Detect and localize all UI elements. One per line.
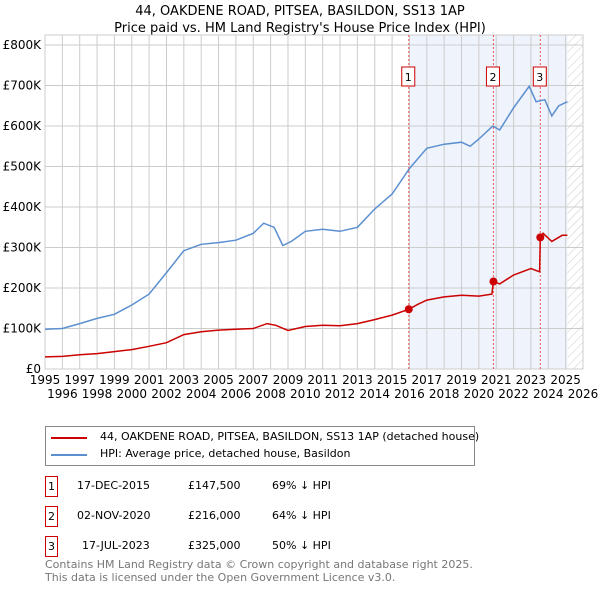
sale-hpi: 64% ↓ HPI xyxy=(272,509,331,522)
y-tick-label: £100K xyxy=(3,322,43,336)
legend-swatch-red xyxy=(51,437,87,439)
x-tick-label: 2002 xyxy=(151,387,182,401)
table-row: 1 17-DEC-2015 £147,500 69% ↓ HPI xyxy=(45,476,545,498)
x-tick-label: 2001 xyxy=(134,373,165,387)
y-tick-label: £500K xyxy=(3,160,43,174)
chart-title: 44, OAKDENE ROAD, PITSEA, BASILDON, SS13… xyxy=(135,4,465,19)
y-tick-label: £300K xyxy=(3,241,43,255)
x-tick-label: 2017 xyxy=(412,373,443,387)
sale-badge: 3 xyxy=(45,536,58,557)
x-tick-label: 2026 xyxy=(568,387,599,401)
x-tick-label: 2015 xyxy=(377,373,408,387)
sale-badge: 2 xyxy=(45,506,58,527)
sale-badge: 1 xyxy=(45,476,58,497)
x-tick-label: 2004 xyxy=(186,387,217,401)
footer-line: This data is licensed under the Open Gov… xyxy=(45,571,396,584)
sale-label-box xyxy=(532,66,547,87)
x-tick-label: 2008 xyxy=(255,387,286,401)
x-tick-label: 1998 xyxy=(82,387,113,401)
x-tick-label: 1997 xyxy=(64,373,95,387)
x-tick-label: 2013 xyxy=(342,373,373,387)
sale-label: 3 xyxy=(536,71,543,84)
table-row: 3 17-JUL-2023 £325,000 50% ↓ HPI xyxy=(45,536,545,558)
price-chart: £0 £100K £200K £300K £400K £500K £600K £700K £80… xyxy=(3,34,599,401)
x-tick-label: 2006 xyxy=(221,387,252,401)
sale-price: £325,000 xyxy=(188,539,241,552)
y-tick-label: £200K xyxy=(3,281,43,295)
footer-line: Contains HM Land Registry data © Crown c… xyxy=(45,558,473,571)
plot-frame xyxy=(44,34,584,370)
sale-price: £216,000 xyxy=(188,509,241,522)
footer: Contains HM Land Registry data © Crown c… xyxy=(45,558,473,584)
x-tick-label: 2014 xyxy=(359,387,390,401)
y-tick-label: £600K xyxy=(3,119,43,133)
x-tick-label: 1996 xyxy=(47,387,78,401)
x-tick-label: 1999 xyxy=(99,373,130,387)
x-tick-label: 2025 xyxy=(550,373,581,387)
sale-date: 17-JUL-2023 xyxy=(82,539,150,552)
x-tick-label: 2021 xyxy=(481,373,512,387)
x-tick-label: 2016 xyxy=(394,387,425,401)
sale-label: 1 xyxy=(405,71,412,84)
sale-label-box xyxy=(485,66,500,87)
x-tick-label: 2007 xyxy=(238,373,269,387)
x-tick-label: 2000 xyxy=(117,387,148,401)
series-line xyxy=(44,232,568,358)
legend-label: HPI: Average price, detached house, Basi… xyxy=(100,447,351,460)
x-tick-label: 2020 xyxy=(464,387,495,401)
x-tick-label: 2009 xyxy=(273,373,304,387)
x-tick-label: 2023 xyxy=(516,373,547,387)
y-tick-label: £700K xyxy=(3,79,43,93)
sale-label-box xyxy=(401,66,416,87)
x-tick-label: 2010 xyxy=(290,387,321,401)
chart-subtitle: Price paid vs. HM Land Registry's House … xyxy=(114,21,486,36)
sale-label: 2 xyxy=(489,71,496,84)
x-tick-label: 2019 xyxy=(446,373,477,387)
x-tick-label: 2018 xyxy=(429,387,460,401)
sale-date: 17-DEC-2015 xyxy=(77,479,151,492)
x-tick-label: 2024 xyxy=(533,387,564,401)
y-tick-label: £0 xyxy=(26,362,41,376)
future-hatch xyxy=(567,35,583,369)
sale-point xyxy=(489,277,498,286)
sale-hpi: 69% ↓ HPI xyxy=(272,479,331,492)
legend-swatch-blue xyxy=(51,454,87,456)
y-tick-label: £400K xyxy=(3,200,43,214)
x-tick-label: 2022 xyxy=(498,387,529,401)
sale-point xyxy=(536,233,545,242)
x-tick-label: 2003 xyxy=(169,373,200,387)
sale-price: £147,500 xyxy=(188,479,241,492)
x-tick-label: 2005 xyxy=(203,373,234,387)
y-tick-label: £800K xyxy=(3,38,43,52)
sale-hpi: 50% ↓ HPI xyxy=(272,539,331,552)
legend-label: 44, OAKDENE ROAD, PITSEA, BASILDON, SS13… xyxy=(100,430,480,443)
x-tick-label: 2011 xyxy=(307,373,338,387)
legend: 44, OAKDENE ROAD, PITSEA, BASILDON, SS13… xyxy=(45,426,479,466)
sale-point xyxy=(404,305,413,314)
shaded-period xyxy=(408,35,568,369)
series-line xyxy=(44,84,568,331)
sale-date: 02-NOV-2020 xyxy=(77,509,151,522)
x-tick-label: 2012 xyxy=(325,387,356,401)
x-tick-label: 1995 xyxy=(30,373,61,387)
table-row: 2 02-NOV-2020 £216,000 64% ↓ HPI xyxy=(45,506,545,528)
